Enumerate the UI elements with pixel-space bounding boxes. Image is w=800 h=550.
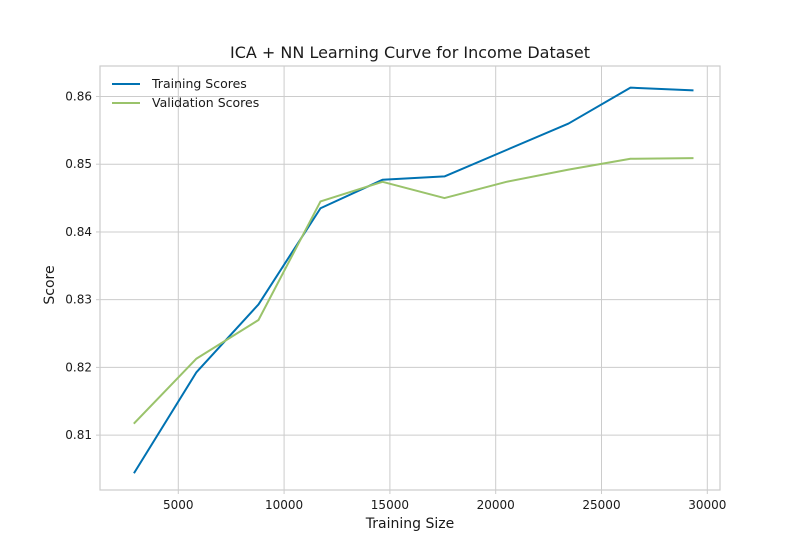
series-lines: [133, 86, 694, 474]
y-tick-label: 0.84: [65, 225, 92, 239]
y-tick-label: 0.81: [65, 428, 92, 442]
y-tick-label: 0.83: [65, 293, 92, 307]
x-tick-label: 10000: [265, 498, 303, 512]
y-tick-label: 0.82: [65, 360, 92, 374]
chart-title: ICA + NN Learning Curve for Income Datas…: [230, 43, 590, 62]
legend-label-validation: Validation Scores: [152, 95, 259, 110]
x-tick-label: 15000: [371, 498, 409, 512]
training-scores-line: [133, 86, 694, 474]
x-tick-label: 30000: [688, 498, 726, 512]
y-tick-label: 0.85: [65, 157, 92, 171]
x-axis-title: Training Size: [365, 516, 454, 532]
legend-label-training: Training Scores: [151, 76, 247, 91]
y-tick-label: 0.86: [65, 89, 92, 103]
legend: Training Scores Validation Scores: [112, 76, 259, 110]
y-axis-title: Score: [42, 265, 58, 304]
x-tick-label: 25000: [582, 498, 620, 512]
grid: [100, 66, 720, 490]
x-tick-label: 5000: [163, 498, 194, 512]
axis-ticks: 5000 10000 15000 20000 25000 30000 0.81 0.82 0.8…: [65, 89, 726, 512]
x-tick-label: 20000: [477, 498, 515, 512]
plot-frame: [99, 65, 721, 491]
validation-scores-line: [133, 157, 694, 425]
